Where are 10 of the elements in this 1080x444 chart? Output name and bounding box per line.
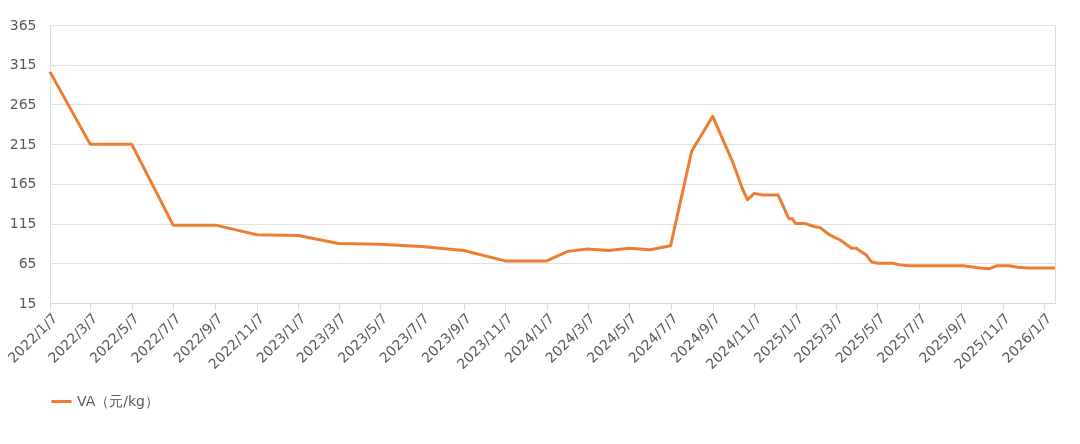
y-tick-label: 15	[18, 294, 37, 311]
y-tick-label: 265	[9, 95, 37, 112]
y-tick-label: 315	[9, 56, 37, 73]
line-series	[48, 70, 1057, 271]
y-tick-label: 65	[18, 254, 37, 271]
legend-label: VA（元/kg）	[77, 392, 159, 409]
y-tick-label: 165	[9, 175, 37, 192]
y-tick-label: 115	[9, 215, 37, 232]
y-tick-label: 365	[9, 16, 37, 33]
y-tick-label: 215	[9, 135, 37, 152]
